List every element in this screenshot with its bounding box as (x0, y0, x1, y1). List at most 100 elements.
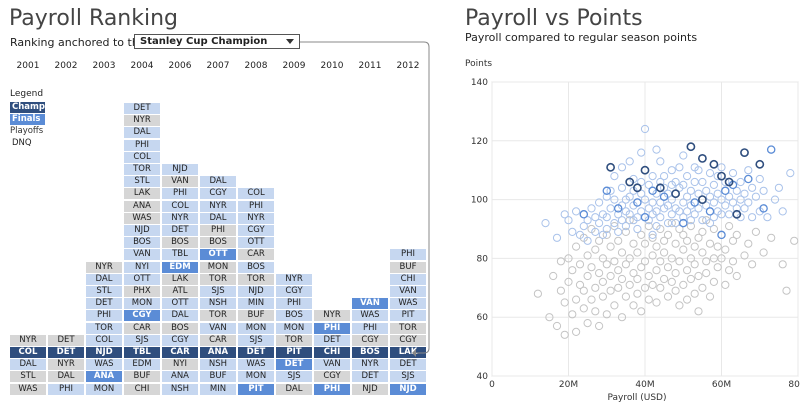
data-point-dnq[interactable] (564, 277, 573, 286)
data-point-dnq[interactable] (698, 248, 707, 257)
data-point-dnq[interactable] (637, 230, 646, 239)
data-point-dnq[interactable] (713, 242, 722, 251)
data-point-dnq[interactable] (587, 295, 596, 304)
data-point-playoffs[interactable] (667, 166, 676, 175)
data-point-dnq[interactable] (679, 280, 688, 289)
data-point-dnq[interactable] (683, 266, 692, 275)
data-point-champ[interactable] (717, 171, 726, 181)
data-point-dnq[interactable] (568, 310, 577, 319)
champion-cell[interactable]: ANA (200, 347, 236, 358)
data-point-dnq[interactable] (633, 248, 642, 257)
data-point-playoffs[interactable] (694, 204, 703, 213)
champion-cell[interactable]: DET (238, 347, 274, 358)
data-point-dnq[interactable] (694, 233, 703, 242)
data-point-champ[interactable] (625, 177, 635, 187)
data-point-playoffs[interactable] (595, 219, 604, 228)
data-point-playoffs[interactable] (633, 224, 642, 234)
data-point-dnq[interactable] (690, 289, 699, 298)
team-cell[interactable]: NYR (200, 200, 236, 212)
data-point-dnq[interactable] (690, 260, 699, 269)
data-point-dnq[interactable] (663, 263, 673, 272)
team-cell[interactable]: PIT (238, 383, 274, 395)
data-point-playoffs[interactable] (728, 169, 738, 178)
data-point-champ[interactable] (698, 153, 707, 163)
data-point-dnq[interactable] (579, 304, 588, 313)
data-point-dnq[interactable] (591, 245, 600, 254)
data-point-dnq[interactable] (671, 269, 680, 278)
data-point-dnq[interactable] (621, 292, 631, 301)
team-cell[interactable]: PHI (314, 383, 350, 395)
data-point-playoffs[interactable] (640, 195, 650, 204)
team-cell[interactable]: NJD (124, 225, 160, 236)
data-point-playoffs[interactable] (728, 198, 738, 207)
data-point-dnq[interactable] (568, 266, 577, 275)
team-cell[interactable]: OTT (162, 298, 198, 310)
data-point-dnq[interactable] (617, 274, 627, 284)
data-point-dnq[interactable] (740, 251, 749, 260)
data-point-playoffs[interactable] (644, 204, 653, 213)
data-point-playoffs[interactable] (721, 177, 730, 187)
data-point-dnq[interactable] (679, 230, 688, 239)
team-cell[interactable]: WAS (10, 383, 46, 395)
data-point-playoffs[interactable] (656, 177, 665, 187)
data-point-finals[interactable] (744, 174, 753, 184)
data-point-playoffs[interactable] (552, 233, 562, 242)
data-point-playoffs[interactable] (709, 213, 719, 222)
data-point-playoffs[interactable] (683, 172, 692, 181)
data-point-playoffs[interactable] (705, 192, 715, 201)
data-point-dnq[interactable] (560, 330, 569, 339)
data-point-dnq[interactable] (683, 295, 692, 304)
data-point-playoffs[interactable] (602, 224, 611, 234)
data-point-playoffs[interactable] (671, 177, 680, 187)
team-cell[interactable]: DET (352, 371, 388, 383)
data-point-dnq[interactable] (744, 239, 753, 248)
team-cell[interactable]: NYR (162, 212, 198, 224)
data-point-dnq[interactable] (751, 227, 761, 236)
data-point-dnq[interactable] (637, 263, 646, 272)
data-point-playoffs[interactable] (625, 210, 634, 219)
data-point-dnq[interactable] (640, 283, 650, 292)
team-cell[interactable]: CGY (390, 334, 426, 346)
team-cell[interactable]: CGY (200, 188, 236, 200)
team-cell[interactable]: DAL (200, 212, 236, 224)
data-point-dnq[interactable] (652, 242, 661, 251)
data-point-dnq[interactable] (705, 239, 715, 248)
data-point-playoffs[interactable] (709, 198, 719, 207)
data-point-dnq[interactable] (621, 227, 631, 236)
data-point-playoffs[interactable] (602, 213, 611, 222)
data-point-playoffs[interactable] (717, 163, 726, 172)
data-point-finals[interactable] (721, 186, 730, 196)
data-point-dnq[interactable] (686, 274, 696, 284)
data-point-playoffs[interactable] (652, 207, 661, 216)
data-point-dnq[interactable] (713, 263, 722, 272)
data-point-playoffs[interactable] (698, 216, 707, 225)
data-point-dnq[interactable] (572, 242, 581, 251)
data-point-dnq[interactable] (572, 327, 581, 336)
data-point-dnq[interactable] (587, 263, 596, 272)
data-point-finals[interactable] (766, 145, 776, 154)
data-point-playoffs[interactable] (721, 201, 730, 210)
data-point-playoffs[interactable] (763, 213, 772, 222)
data-point-playoffs[interactable] (648, 230, 657, 239)
data-point-finals[interactable] (633, 198, 642, 207)
team-cell[interactable]: CGY (238, 225, 274, 236)
data-point-playoffs[interactable] (583, 236, 592, 245)
data-point-dnq[interactable] (602, 310, 611, 319)
data-point-playoffs[interactable] (606, 204, 615, 213)
data-point-playoffs[interactable] (606, 186, 615, 195)
team-cell[interactable]: BOS (200, 237, 236, 249)
data-point-playoffs[interactable] (617, 163, 627, 172)
team-cell[interactable]: WAS (238, 359, 274, 371)
data-point-playoffs[interactable] (637, 207, 646, 216)
data-point-dnq[interactable] (583, 271, 592, 281)
anchor-select[interactable]: Stanley Cup Champion (134, 34, 300, 49)
data-point-playoffs[interactable] (652, 222, 661, 231)
data-point-champ[interactable] (732, 209, 742, 219)
data-point-playoffs[interactable] (713, 189, 722, 198)
team-cell[interactable]: PHI (238, 200, 274, 212)
team-cell[interactable]: BOS (238, 261, 274, 273)
data-point-dnq[interactable] (694, 271, 703, 281)
team-cell[interactable]: CHI (124, 383, 160, 395)
team-cell[interactable]: PHI (314, 322, 350, 334)
team-cell[interactable]: NYR (352, 359, 388, 371)
